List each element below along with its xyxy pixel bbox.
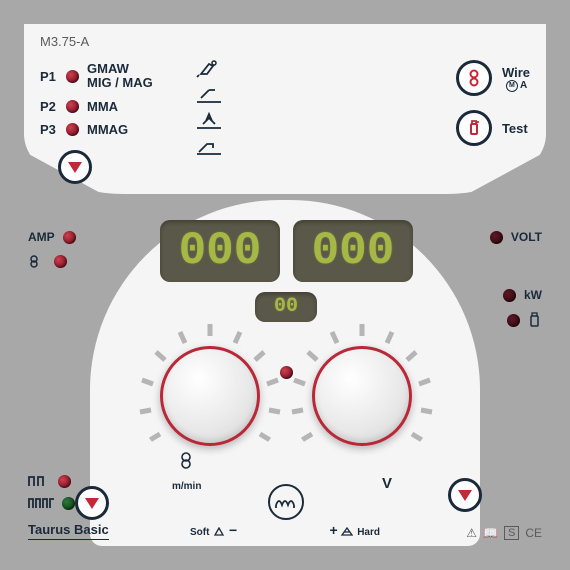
product-name: Taurus Basic [28,522,109,540]
led-p1 [66,70,79,83]
wire-feed-button[interactable] [456,60,492,96]
inductance-icon [268,484,304,520]
mode-p2: P2 MMA [40,99,153,114]
trigger-mode-button[interactable] [75,486,109,520]
gas-test-button[interactable] [456,110,492,146]
voltage-knob[interactable] [312,346,412,446]
certifications: ⚠ 📖 S CE [466,526,542,540]
warn-icon: ⚠ [466,526,477,540]
manual-icon: 📖 [483,526,498,540]
knob-left-wrap [150,336,270,456]
wire-unit-icon [178,451,194,474]
mode-list: P1 GMAW MIG / MAG P2 MMA P3 MMAG [40,62,153,145]
display-right: 000 [293,220,413,282]
mode-p1: P1 GMAW MIG / MAG [40,62,153,91]
center-led [280,366,293,379]
soft-arc-icon [212,527,226,537]
4t-icon [28,496,54,510]
arc-icon [195,110,223,130]
display-small: 00 [255,292,317,322]
led-kw [503,289,516,302]
wire-speed-knob[interactable] [160,346,260,446]
hard-arc-icon [340,527,354,537]
led-2t [58,475,71,488]
led-amp [63,231,76,244]
mode-select-button[interactable] [58,150,92,184]
knob-right-wrap [302,336,422,456]
2t-icon [28,474,50,488]
mmin-label: m/min [172,481,201,492]
led-gas [507,314,520,327]
v-label: V [382,475,392,492]
right-params: VOLT kW [490,230,542,338]
right-param-button[interactable] [448,478,482,512]
led-p2 [66,100,79,113]
model-number: M3.75-A [40,34,89,49]
left-params: AMP [28,230,76,278]
process-icons [195,58,223,156]
arc-dynamics: Soft − + Hard [190,522,380,538]
wire-param-icon [28,254,46,268]
trigger-modes [28,474,75,518]
led-wire [54,255,67,268]
led-p3 [66,123,79,136]
led-volt [490,231,503,244]
display-left: 000 [160,220,280,282]
mode-p3: P3 MMAG [40,122,153,137]
electrode-icon [195,84,223,104]
gouge-icon [195,136,223,156]
led-4t [62,497,75,510]
torch-icon [195,58,223,78]
right-buttons: Wire MA Test [456,60,530,160]
gas-param-icon [528,312,542,328]
